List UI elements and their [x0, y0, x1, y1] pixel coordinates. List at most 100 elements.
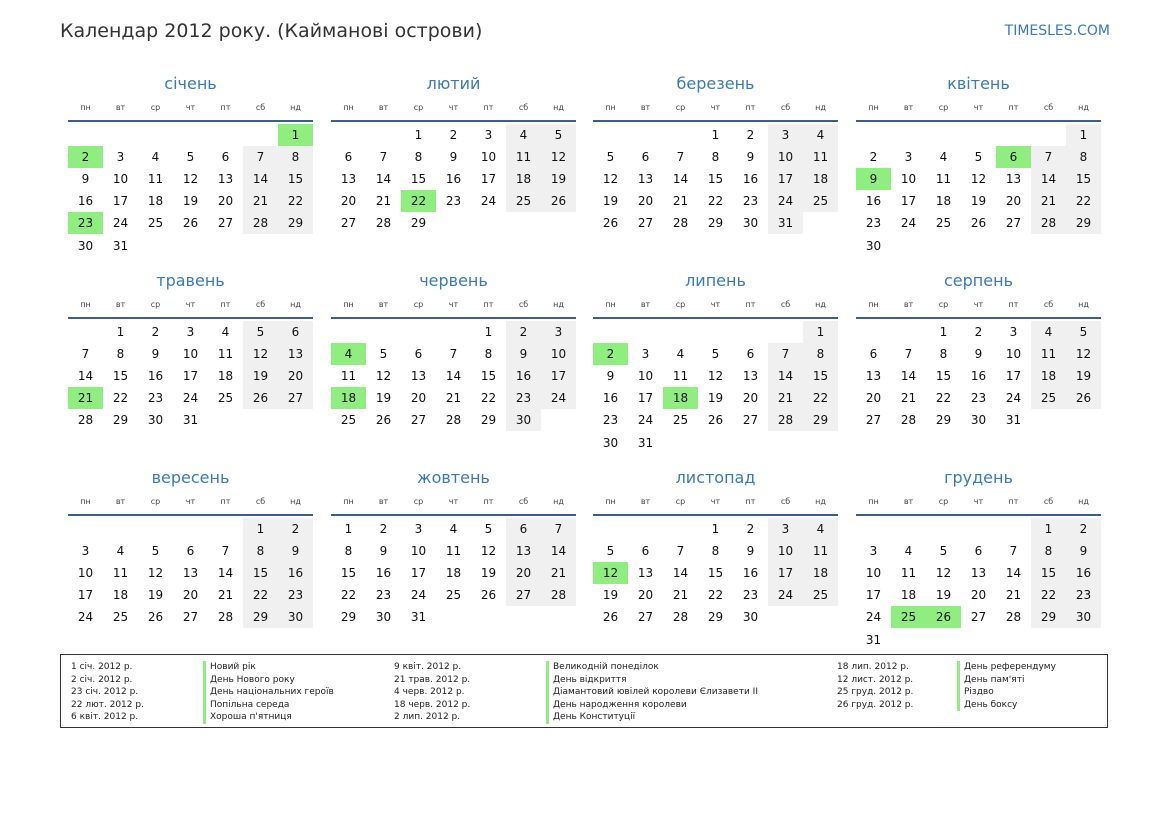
day-cell: 24 — [541, 387, 576, 410]
empty-cell — [138, 235, 173, 257]
legend-date: 1 січ. 2012 р. — [71, 662, 133, 672]
week-row: 31 — [856, 629, 1101, 651]
day-cell: 15 — [480, 369, 497, 384]
day-cell: 31 — [112, 238, 129, 253]
empty-cell — [926, 235, 961, 257]
day-cell: 13 — [217, 172, 234, 187]
day-cell: 2 — [869, 150, 878, 165]
day-cell: 6 — [344, 150, 353, 165]
empty-cell — [803, 606, 838, 628]
day-cell: 11 — [147, 172, 164, 187]
empty-cell — [436, 212, 471, 234]
day-cell: 8 — [803, 343, 838, 366]
empty-cell — [243, 124, 278, 146]
day-cell: 2 — [506, 321, 541, 344]
weekday-label: вт — [378, 300, 389, 309]
day-cell: 31 — [637, 435, 654, 450]
empty-cell — [803, 432, 838, 454]
empty-cell — [891, 518, 926, 540]
day-cell: 27 — [278, 387, 313, 410]
day-cell: 23 — [147, 391, 164, 406]
site-link[interactable]: TIMESLES.COM — [1004, 23, 1110, 39]
day-cell: 14 — [1031, 168, 1066, 191]
day-cell: 4 — [676, 347, 685, 362]
empty-cell — [891, 321, 926, 343]
legend-holiday-name: День референдуму — [957, 661, 1056, 674]
day-cell: 12 — [375, 369, 392, 384]
day-cell: 7 — [676, 544, 685, 559]
day-cell: 30 — [77, 238, 94, 253]
week-row: 10 11 12 13 14 15 16 — [856, 562, 1101, 585]
day-cell: 13 — [637, 172, 654, 187]
weekday-label: пн — [868, 497, 879, 506]
day-cell: 10 — [768, 540, 803, 563]
day-cell: 14 — [77, 369, 94, 384]
day-cell: 23 — [506, 387, 541, 410]
legend-holiday-name: Різдво — [957, 686, 1056, 699]
day-cell: 26 — [480, 588, 497, 603]
day-cell: 3 — [768, 124, 803, 147]
weekday-label: нд — [815, 103, 826, 112]
week-row: 24 25 26 27 28 29 30 — [856, 606, 1101, 629]
day-cell: 4 — [221, 325, 230, 340]
weekday-label: сб — [1043, 103, 1054, 112]
day-cell: 7 — [221, 544, 230, 559]
day-cell: 5 — [1066, 321, 1101, 344]
day-cell: 3 — [904, 150, 913, 165]
day-cell: 12 — [1066, 343, 1101, 366]
weekday-label: вт — [640, 300, 651, 309]
month-травень: травень пн вт ср чт пт сб нд 1 2 3 4 5 6 7 8 9 10 11 12 13 14… — [68, 269, 313, 431]
day-cell: 10 — [1005, 347, 1022, 362]
empty-cell — [401, 321, 436, 343]
day-cell: 11 — [672, 369, 689, 384]
empty-cell — [173, 235, 208, 257]
day-cell: 25 — [340, 413, 357, 428]
weekday-label: ср — [150, 497, 161, 506]
day-cell: 23 — [1066, 584, 1101, 607]
week-row: 14 15 16 17 18 19 20 — [68, 365, 313, 388]
day-cell: 28 — [672, 610, 689, 625]
weekday-label: чт — [710, 300, 721, 309]
day-cell: 27 — [506, 584, 541, 607]
weekday-label: пт — [483, 497, 494, 506]
day-cell: 10 — [410, 544, 427, 559]
day-cell: 3 — [414, 522, 423, 537]
empty-cell — [471, 212, 506, 234]
week-row: 24 25 26 27 28 29 30 — [68, 606, 313, 629]
weekday-label: ср — [150, 300, 161, 309]
day-cell: 19 — [480, 566, 497, 581]
weekday-label: пн — [868, 300, 879, 309]
day-cell: 7 — [1009, 544, 1018, 559]
weekday-label: чт — [973, 300, 984, 309]
empty-cell — [961, 235, 996, 257]
weekday-label: чт — [448, 103, 459, 112]
legend-holiday-name: День відкриття — [546, 673, 758, 686]
weekday-header: пн вт ср чт пт сб нд — [331, 496, 576, 516]
day-cell: 16 — [970, 369, 987, 384]
day-cell: 1 — [1066, 124, 1101, 147]
day-cell: 23 — [742, 588, 759, 603]
legend-date: 9 квіт. 2012 р. — [394, 662, 462, 672]
empty-cell — [803, 212, 838, 234]
day-cell: 3 — [1009, 325, 1018, 340]
weekday-label: чт — [185, 103, 196, 112]
day-cell: 2 — [278, 518, 313, 541]
day-cell: 14 — [445, 369, 462, 384]
day-cell: 19 — [541, 168, 576, 191]
day-cell: 12 — [243, 343, 278, 366]
empty-cell — [961, 629, 996, 651]
week-row: 29 30 31 — [331, 606, 576, 628]
empty-cell — [996, 235, 1031, 257]
day-cell: 29 — [243, 606, 278, 629]
day-cell: 3 — [81, 544, 90, 559]
week-row: 1 — [68, 124, 313, 147]
empty-cell — [68, 518, 103, 540]
day-cell: 5 — [606, 150, 615, 165]
week-row: 18 19 20 21 22 23 24 — [331, 387, 576, 410]
day-cell: 13 — [506, 540, 541, 563]
empty-cell — [68, 321, 103, 343]
weekday-label: пн — [343, 103, 354, 112]
day-cell: 24 — [637, 413, 654, 428]
